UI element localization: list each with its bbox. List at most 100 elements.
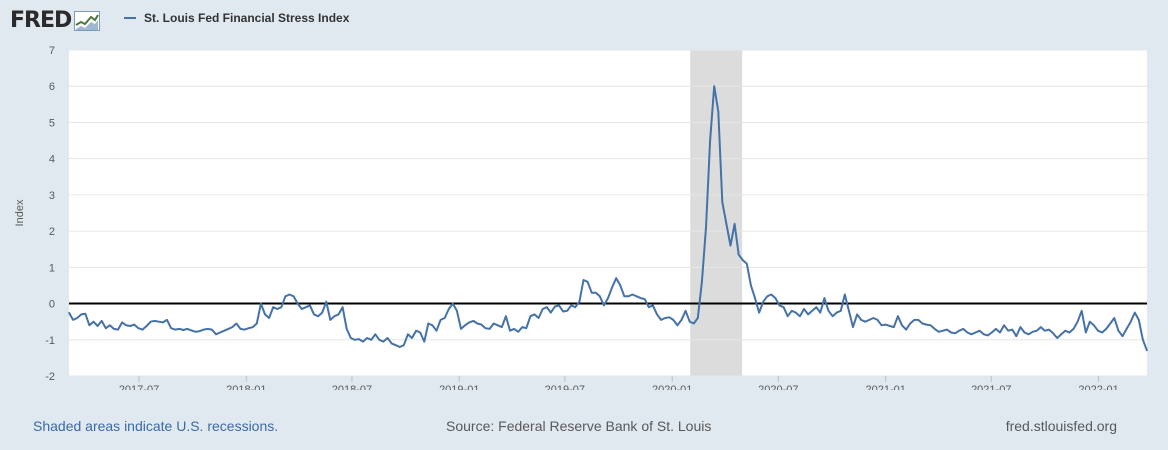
data-point [1072, 328, 1075, 330]
data-point [325, 301, 327, 303]
data-point [701, 281, 703, 283]
data-point [288, 293, 291, 296]
data-point [211, 329, 213, 331]
data-point [807, 313, 809, 315]
data-point [207, 328, 209, 330]
data-point [174, 329, 176, 331]
y-tick-label: 4 [49, 154, 55, 166]
data-point [693, 322, 695, 325]
data-point [905, 329, 907, 331]
data-point [354, 339, 356, 341]
data-point [419, 331, 421, 334]
data-point [591, 292, 593, 294]
data-point [746, 263, 748, 265]
data-point [717, 111, 719, 113]
data-point [391, 342, 393, 344]
data-point [709, 140, 711, 142]
data-point [1085, 331, 1087, 334]
data-point [725, 223, 728, 225]
data-point [636, 295, 638, 297]
data-point [329, 319, 331, 321]
data-point [129, 325, 131, 327]
y-tick-label: 7 [49, 45, 55, 57]
recession-note-link[interactable]: Shaded areas indicate U.S. recessions. [33, 418, 279, 434]
data-point [558, 304, 560, 306]
data-point [427, 322, 429, 325]
data-point [235, 322, 237, 325]
data-point [856, 313, 858, 315]
data-point [305, 306, 307, 308]
y-tick-label: -1 [45, 335, 55, 347]
data-point [109, 324, 111, 326]
data-point [619, 284, 621, 286]
data-point [566, 310, 568, 312]
data-point [938, 331, 940, 333]
data-point [815, 306, 817, 308]
data-point [337, 313, 340, 315]
data-point [313, 313, 315, 315]
data-point [958, 330, 960, 332]
data-point [1105, 328, 1107, 330]
line-chart[interactable]: -2 -1 0 1 2 3 4 5 6 7 2017-07 2018-01 2018-07 2019-01… [0, 40, 1168, 390]
data-point [930, 324, 932, 326]
data-point [1028, 333, 1030, 335]
data-point [444, 317, 446, 319]
y-tick-label: 1 [49, 262, 55, 274]
data-point [431, 324, 433, 326]
fred-logo[interactable]: FRED [10, 8, 101, 33]
data-point [999, 331, 1001, 334]
data-point [974, 331, 977, 334]
data-point [350, 337, 352, 339]
data-point [1019, 326, 1022, 328]
data-point [1068, 331, 1070, 334]
data-point [987, 334, 989, 336]
data-point [844, 293, 846, 296]
data-point [141, 329, 144, 331]
data-point [1036, 330, 1038, 332]
data-point [239, 328, 242, 330]
data-point [578, 301, 581, 303]
data-point [244, 329, 246, 331]
data-point [872, 317, 875, 319]
data-point [403, 344, 405, 346]
data-point [525, 327, 527, 329]
x-tick-label: 2019-01 [439, 384, 479, 390]
data-point [832, 315, 834, 317]
site-link[interactable]: fred.stlouisfed.org [1005, 418, 1117, 434]
data-point [521, 326, 523, 328]
data-point [595, 292, 597, 294]
data-point [125, 324, 127, 326]
data-point [382, 341, 384, 343]
data-point [215, 333, 217, 335]
data-point [484, 327, 487, 329]
data-point [668, 316, 670, 318]
y-tick-label: 6 [49, 81, 55, 93]
data-point [219, 331, 221, 334]
legend-line-swatch [124, 17, 136, 19]
data-point [280, 306, 282, 308]
data-point [252, 326, 254, 328]
data-point [1007, 330, 1009, 332]
data-point [648, 306, 650, 308]
data-point [942, 330, 944, 332]
y-tick-label: -2 [45, 371, 55, 383]
data-point [1023, 331, 1026, 334]
data-point [1126, 328, 1128, 330]
chart-legend[interactable]: St. Louis Fed Financial Stress Index [124, 11, 349, 25]
data-point [529, 315, 532, 317]
data-point [105, 327, 107, 329]
data-point [803, 308, 805, 310]
data-point [901, 324, 903, 326]
fred-logo-graph-icon [74, 10, 101, 31]
y-tick-label: 3 [49, 190, 55, 202]
data-point [860, 319, 862, 321]
data-point [276, 308, 278, 310]
data-point [615, 277, 617, 279]
data-point [366, 337, 368, 339]
data-point [913, 319, 915, 321]
data-point [264, 313, 266, 315]
data-point [570, 304, 572, 306]
data-point [1138, 319, 1140, 321]
data-point [1109, 322, 1111, 325]
data-point [80, 313, 82, 315]
